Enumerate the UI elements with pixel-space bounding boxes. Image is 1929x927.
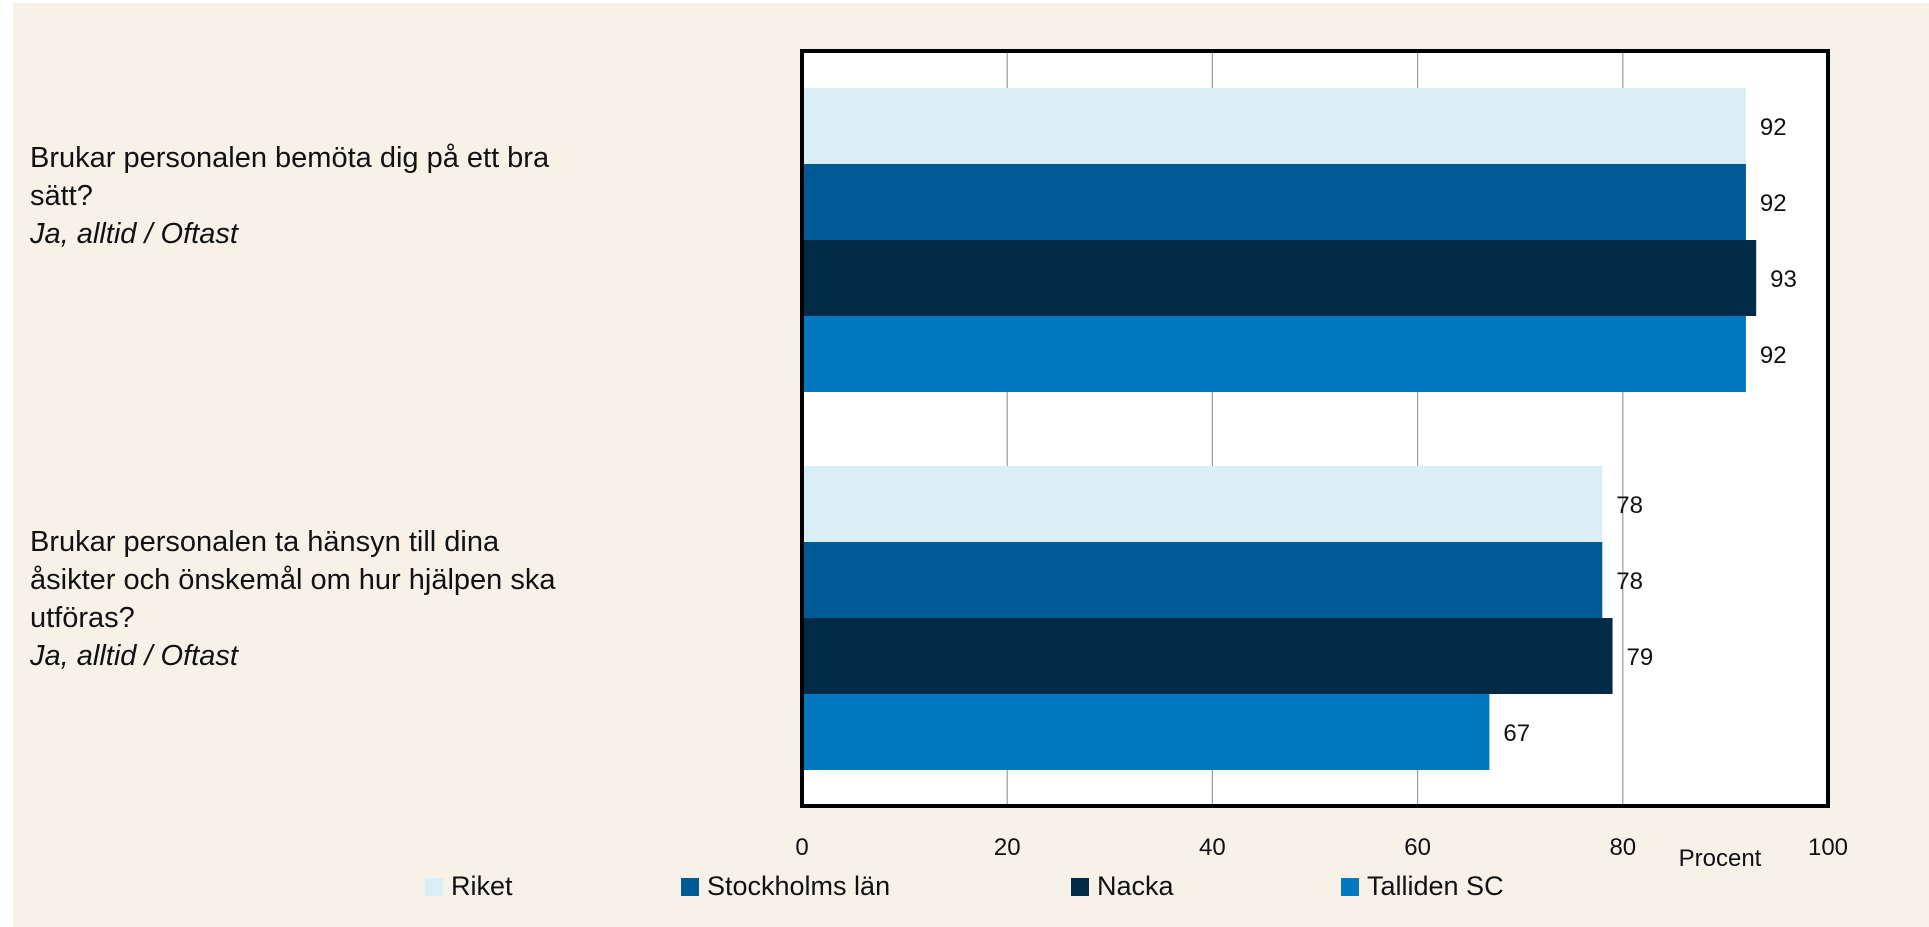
legend-label: Talliden SC	[1367, 871, 1504, 901]
value-label-2-riket: 78	[1616, 492, 1643, 519]
legend-item-riket: Riket	[425, 871, 513, 902]
bar-1-nacka	[802, 240, 1757, 316]
value-label-2-nacka: 79	[1627, 644, 1654, 671]
category-label-1: Brukar personalen bemöta dig på ett bra …	[30, 139, 590, 253]
bar-2-talliden-sc	[802, 694, 1490, 770]
value-label-2-stockholms-län: 78	[1616, 568, 1643, 595]
bar-1-talliden-sc	[802, 316, 1746, 392]
legend-label: Stockholms län	[707, 871, 891, 901]
value-label-1-nacka: 93	[1770, 266, 1797, 293]
category-title-2: Brukar personalen ta hänsyn till dina ås…	[30, 526, 556, 634]
value-labels: 92 92 93 92 78 78 79 67	[1503, 114, 1796, 747]
x-tick-60: 60	[1404, 834, 1431, 861]
value-label-1-talliden-sc: 92	[1760, 342, 1787, 369]
plot-border	[800, 49, 1830, 808]
legend-label: Riket	[451, 871, 513, 901]
category-subtitle-1: Ja, alltid / Oftast	[30, 218, 238, 250]
bar-2-nacka	[802, 618, 1613, 694]
x-tick-0: 0	[795, 834, 808, 861]
bar-1-riket	[802, 88, 1746, 164]
legend-label: Nacka	[1097, 871, 1174, 901]
x-axis-label: Procent	[1679, 845, 1762, 872]
legend-swatch	[425, 877, 443, 896]
value-label-1-riket: 92	[1760, 114, 1787, 141]
category-title-1: Brukar personalen bemöta dig på ett bra …	[30, 142, 550, 212]
bars	[802, 88, 1757, 770]
x-tick-80: 80	[1609, 834, 1636, 861]
legend-item-stockholms-län: Stockholms län	[681, 871, 890, 902]
bar-2-stockholms-län	[802, 542, 1603, 618]
legend-swatch	[681, 877, 699, 896]
legend: Riket Stockholms län Nacka Talliden SC	[0, 871, 1929, 907]
x-tick-20: 20	[994, 834, 1021, 861]
legend-swatch	[1341, 877, 1359, 896]
x-tick-40: 40	[1199, 834, 1226, 861]
legend-swatch	[1071, 877, 1089, 896]
legend-item-talliden-sc: Talliden SC	[1341, 871, 1504, 902]
legend-item-nacka: Nacka	[1071, 871, 1174, 902]
x-axis-ticks: 0 20 40 60 80 100	[795, 834, 1848, 861]
bar-2-riket	[802, 466, 1603, 542]
x-tick-100: 100	[1808, 834, 1848, 861]
value-label-2-talliden-sc: 67	[1503, 720, 1530, 747]
category-subtitle-2: Ja, alltid / Oftast	[30, 640, 238, 672]
value-label-1-stockholms-län: 92	[1760, 190, 1787, 217]
bar-1-stockholms-län	[802, 164, 1746, 240]
category-label-2: Brukar personalen ta hänsyn till dina ås…	[30, 523, 590, 675]
